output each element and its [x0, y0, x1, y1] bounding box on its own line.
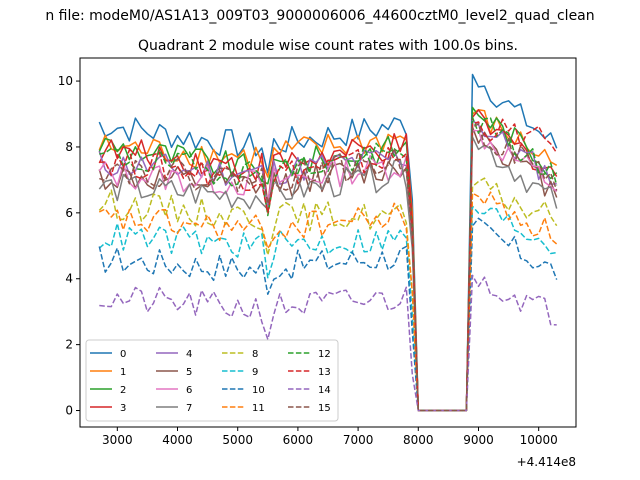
chart-title: Quadrant 2 module wise count rates with …	[138, 38, 518, 54]
series-line-6	[98, 129, 558, 412]
legend-label: 12	[318, 349, 331, 360]
legend-label: 10	[252, 385, 265, 396]
y-tick-label: 8	[65, 140, 73, 154]
legend-label: 0	[120, 349, 126, 360]
y-tick-label: 2	[65, 338, 73, 352]
legend-label: 9	[252, 367, 258, 378]
x-tick-label: 9000	[463, 433, 494, 447]
axes-frame	[79, 57, 577, 428]
legend-label: 3	[120, 403, 126, 414]
legend-label: 7	[186, 403, 192, 414]
y-tick-label: 4	[65, 272, 73, 286]
x-tick-label: 7000	[343, 433, 374, 447]
series-line-3	[98, 109, 558, 412]
series-line-2	[98, 106, 558, 412]
series-line-15	[99, 123, 558, 412]
series-line-14	[99, 274, 557, 412]
series-line-13	[99, 118, 558, 412]
series-line-10	[98, 217, 558, 412]
series-line-11	[98, 191, 558, 412]
legend-label: 1	[120, 367, 126, 378]
legend-box	[85, 339, 339, 422]
x-tick-label: 5000	[222, 433, 253, 447]
legend-label: 8	[252, 349, 258, 360]
x-tick-label: 3000	[102, 433, 133, 447]
plot-area	[98, 73, 558, 412]
x-tick-label: 8000	[403, 433, 434, 447]
legend-label: 6	[186, 385, 192, 396]
legend-label: 4	[186, 349, 192, 360]
series-line-7	[98, 136, 558, 412]
y-tick-label: 10	[58, 74, 73, 88]
legend-label: 14	[318, 385, 331, 396]
legend-label: 15	[318, 403, 331, 414]
series-line-9	[98, 205, 557, 412]
x-tick-label: 6000	[283, 433, 314, 447]
y-tick-label: 6	[65, 206, 73, 220]
legend-label: 13	[318, 367, 331, 378]
series-line-0	[98, 73, 558, 412]
x-tick-label: 10000	[520, 433, 558, 447]
y-axis: 0 2 4 6 8 10	[58, 74, 80, 418]
figure-suptitle: n file: modeM0/AS1A13_009T03_9000006006_…	[45, 8, 594, 24]
x-axis-offset-label: +4.414e8	[517, 455, 576, 469]
series-line-8	[98, 177, 558, 412]
x-tick-label: 4000	[162, 433, 193, 447]
legend-label: 11	[252, 403, 265, 414]
legend-label: 5	[186, 367, 192, 378]
y-tick-label: 0	[65, 404, 73, 418]
x-axis: 3000 4000 5000 6000 7000 8000 9000 10000	[102, 427, 558, 447]
legend-label: 2	[120, 385, 126, 396]
